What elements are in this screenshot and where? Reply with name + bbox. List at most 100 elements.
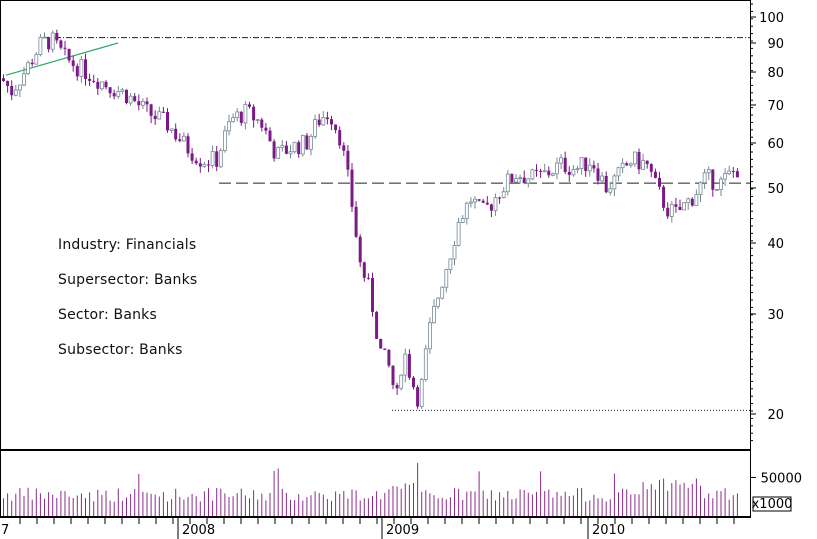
candle: [694, 189, 699, 206]
candle: [218, 148, 223, 168]
candle: [47, 36, 51, 53]
candle: [653, 168, 657, 179]
candle: [67, 48, 71, 63]
candle: [17, 84, 22, 98]
volume-unit-label: x1000: [752, 497, 793, 512]
candle: [346, 144, 350, 177]
candle: [690, 197, 694, 207]
candle: [731, 166, 735, 178]
candle: [112, 89, 116, 100]
candle: [403, 348, 408, 383]
candle: [649, 163, 653, 178]
candle: [280, 140, 285, 152]
candle: [489, 203, 493, 218]
candle: [358, 234, 362, 268]
price-tick-label: 30: [767, 308, 784, 323]
candle: [633, 151, 637, 167]
candle: [526, 178, 531, 188]
reference-lines: [44, 37, 750, 411]
candle: [268, 127, 272, 142]
candle: [272, 139, 276, 162]
time-tick-label: 2010: [592, 523, 625, 538]
price-tick-label: 100: [759, 11, 784, 26]
candle: [719, 176, 723, 197]
candle: [63, 40, 67, 56]
price-tick-label: 50: [767, 182, 784, 197]
candle: [161, 106, 165, 114]
info-subsector: Subsector: Banks: [58, 342, 183, 358]
candle: [338, 126, 342, 149]
candle: [96, 77, 100, 95]
candle: [362, 261, 366, 282]
candle: [723, 168, 727, 186]
candle: [662, 185, 666, 211]
time-tick-label: 7: [1, 523, 9, 538]
candle: [682, 202, 686, 211]
candle: [108, 87, 112, 98]
info-supersector: Supersector: Banks: [58, 272, 198, 288]
time-axis: 7 2008 2009 2010: [1, 518, 735, 539]
candle: [145, 97, 149, 112]
candle: [100, 81, 104, 91]
candle: [637, 148, 641, 175]
candle: [379, 338, 383, 349]
candle: [579, 157, 584, 175]
candle: [625, 161, 629, 167]
candle: [133, 93, 137, 102]
candle: [198, 157, 202, 173]
candle: [186, 133, 190, 158]
candle: [264, 122, 268, 135]
candle: [194, 157, 198, 165]
price-panel-frame: [0, 0, 751, 450]
candle: [542, 163, 547, 173]
candle: [468, 197, 473, 208]
candle: [288, 144, 293, 159]
candle: [125, 89, 128, 105]
candle: [592, 160, 596, 173]
candle: [514, 174, 518, 183]
candle: [222, 125, 227, 153]
candle: [419, 377, 424, 410]
volume-tick-label: 50000: [761, 471, 802, 486]
candle: [22, 66, 26, 87]
candle: [399, 374, 404, 391]
candle: [354, 201, 358, 238]
candle: [153, 110, 157, 125]
candle: [395, 382, 399, 395]
candle: [686, 197, 691, 210]
candle: [735, 168, 739, 178]
candle: [137, 94, 141, 111]
candle: [88, 73, 92, 87]
candle: [284, 141, 288, 155]
candle: [140, 98, 145, 109]
candle: [551, 172, 555, 177]
candle: [596, 162, 600, 185]
candle: [75, 63, 79, 81]
candle: [493, 193, 498, 216]
candle: [522, 170, 526, 184]
price-tick-label: 90: [767, 37, 784, 52]
candle: [166, 108, 169, 133]
volume-bars: [3, 462, 738, 516]
candle: [448, 258, 453, 274]
candle: [669, 200, 674, 223]
candle: [305, 133, 309, 151]
candle: [485, 196, 489, 206]
candle: [149, 103, 153, 124]
candle: [518, 174, 522, 184]
candle: [59, 39, 63, 50]
candle: [460, 215, 465, 224]
candle: [678, 199, 682, 211]
volume-panel-frame: [0, 450, 751, 517]
candle: [706, 166, 711, 180]
trend-line: [5, 42, 119, 76]
candle: [628, 162, 633, 168]
candle: [641, 153, 645, 170]
candle: [416, 384, 420, 409]
candle: [584, 157, 588, 177]
candle: [321, 111, 326, 126]
candle: [169, 128, 174, 134]
candles: [2, 29, 739, 410]
candle: [92, 74, 96, 84]
